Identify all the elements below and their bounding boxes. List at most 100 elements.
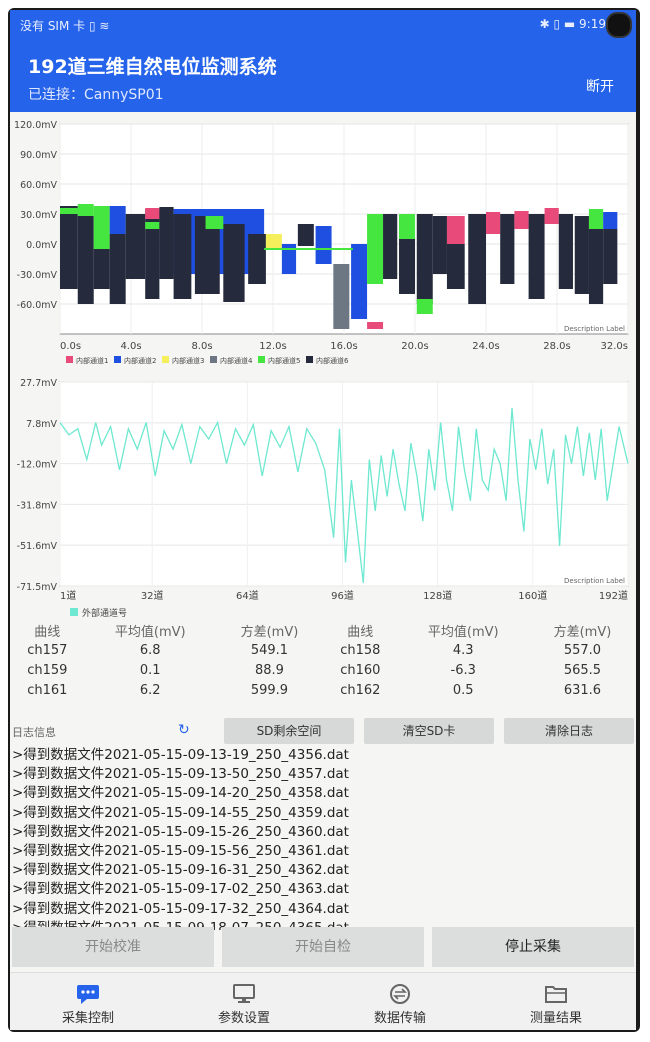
stats-cell: ch158 <box>340 642 381 658</box>
nav-item-transfer[interactable]: 数据传输 <box>322 973 478 1030</box>
bar <box>159 207 174 279</box>
x-tick-label: 0.0s <box>60 341 81 352</box>
bar <box>383 214 398 279</box>
stats-cell: ch157 <box>27 642 68 658</box>
nav-label: 测量结果 <box>529 1011 582 1026</box>
bar <box>603 229 618 284</box>
y-tick-label: -31.8mV <box>17 500 58 511</box>
stats-cell: 6.8 <box>139 642 161 658</box>
stats-cell: 6.2 <box>139 682 161 698</box>
stop-acquisition-button[interactable]: 停止采集 <box>432 927 634 967</box>
stats-cell: 0.1 <box>139 662 161 678</box>
x-tick-label: 8.0s <box>191 341 212 352</box>
bar <box>468 214 486 304</box>
legend-label: 内部通道6 <box>316 356 349 365</box>
bar <box>60 208 78 214</box>
bar <box>60 206 78 289</box>
bar <box>265 234 282 249</box>
y-tick-label: 0.0mV <box>26 240 57 251</box>
bar <box>367 214 384 284</box>
legend-swatch <box>306 356 313 363</box>
log-label: 日志信息 <box>12 726 56 739</box>
bar <box>588 229 604 304</box>
list-item: >得到数据文件2021-05-15-09-17-02_250_4363.dat <box>12 881 349 898</box>
bar <box>297 224 314 246</box>
y-tick-label: 7.8mV <box>26 419 57 430</box>
bar <box>205 216 224 229</box>
stats-panel: 曲线 平均值(mV) 方差(mV) 曲线 平均值(mV) 方差(mV) ch15… <box>10 620 636 700</box>
bar <box>248 234 266 284</box>
y-tick-label: -30.0mV <box>17 270 58 281</box>
screen: 没有 SIM 卡 ▯ ≋ ✱ ▯ ▬ 9:19 192道三维自然电位监测系统 已… <box>10 10 636 1030</box>
app-title: 192道三维自然电位监测系统 <box>28 56 277 78</box>
bar <box>77 204 94 216</box>
x-tick-label: 12.0s <box>259 341 286 352</box>
y-tick-label: -12.0mV <box>17 460 58 471</box>
legend-swatch <box>162 356 169 363</box>
series-line <box>59 408 629 583</box>
stats-header-row: 曲线 平均值(mV) 方差(mV) 曲线 平均值(mV) 方差(mV) <box>10 620 636 640</box>
nav-item-settings[interactable]: 参数设置 <box>166 973 322 1030</box>
y-tick-label: 120.0mV <box>14 120 57 131</box>
bar <box>514 211 529 229</box>
disconnect-button[interactable]: 断开 <box>586 79 614 95</box>
log-list[interactable]: >得到数据文件2021-05-15-09-13-19_250_4356.dat … <box>10 746 636 930</box>
legend-swatch <box>114 356 121 363</box>
nav-label: 采集控制 <box>61 1011 114 1026</box>
bar <box>574 216 589 294</box>
bar <box>125 214 146 279</box>
legend-label: 外部通道号 <box>82 607 127 619</box>
legend-label: 内部通道2 <box>124 356 156 365</box>
x-tick-label: 96道 <box>331 589 354 602</box>
list-item: >得到数据文件2021-05-15-09-14-20_250_4358.dat <box>12 785 349 802</box>
legend-swatch <box>66 356 73 363</box>
bar <box>173 214 192 299</box>
list-item: >得到数据文件2021-05-15-09-15-26_250_4360.dat <box>12 823 349 840</box>
nav-label: 数据传输 <box>373 1011 426 1026</box>
clear-log-button[interactable]: 清除日志 <box>504 718 634 744</box>
bar <box>109 234 126 304</box>
bar <box>588 209 604 229</box>
x-tick-label: 32道 <box>141 589 164 602</box>
x-tick-label: 28.0s <box>543 341 570 352</box>
legend-label: 内部通道3 <box>172 356 204 365</box>
channel-bar-chart: 120.0mV 90.0mV 60.0mV 30.0mV 0.0mV -30.0mV -60… <box>14 120 629 365</box>
bar <box>333 264 350 329</box>
bar <box>93 249 110 289</box>
bar <box>528 214 545 299</box>
x-tick-label: 20.0s <box>401 341 428 352</box>
device-frame: 没有 SIM 卡 ▯ ≋ ✱ ▯ ▬ 9:19 192道三维自然电位监测系统 已… <box>8 8 640 1032</box>
stats-cell: 599.9 <box>250 682 289 698</box>
sd-space-button[interactable]: SD剩余空间 <box>224 718 354 744</box>
status-right: ✱ ▯ ▬ 9:19 <box>539 17 606 31</box>
y-tick-label: -71.5mV <box>17 582 58 593</box>
refresh-spinner-icon: ↻ <box>178 722 190 738</box>
x-tick-label: 128道 <box>423 589 452 602</box>
stats-cell: 631.6 <box>563 682 602 698</box>
list-item: >得到数据文件2021-05-15-09-15-56_250_4361.dat <box>12 842 349 859</box>
legend-label: 内部通道1 <box>76 356 108 365</box>
bar <box>145 208 160 219</box>
table-row: ch161 6.2 599.9 ch162 0.5 631.6 <box>10 680 636 700</box>
nav-item-results[interactable]: 测量结果 <box>478 973 634 1030</box>
stats-cell: -6.3 <box>450 662 476 678</box>
y-tick-label: 60.0mV <box>20 180 57 191</box>
x-tick-label: 24.0s <box>472 341 499 352</box>
clear-sd-button[interactable]: 清空SD卡 <box>364 718 494 744</box>
stats-cell: 565.5 <box>563 662 602 678</box>
y-tick-label: -51.6mV <box>17 541 58 552</box>
stats-cell: ch160 <box>340 662 381 678</box>
monitor-icon <box>166 983 322 1005</box>
bar <box>223 224 245 302</box>
bar <box>93 206 110 249</box>
x-tick-label: 4.0s <box>120 341 141 352</box>
stats-header: 方差(mV) <box>553 624 612 640</box>
x-tick-label: 160道 <box>518 589 547 602</box>
calibrate-button[interactable]: 开始校准 <box>12 927 214 967</box>
stats-header: 平均值(mV) <box>427 624 499 640</box>
bar <box>367 322 384 329</box>
stats-cell: 88.9 <box>254 662 284 678</box>
nav-item-acquisition[interactable]: 采集控制 <box>10 973 166 1030</box>
self-check-button[interactable]: 开始自检 <box>222 927 424 967</box>
stats-table: 曲线 平均值(mV) 方差(mV) 曲线 平均值(mV) 方差(mV) ch15… <box>10 620 636 700</box>
